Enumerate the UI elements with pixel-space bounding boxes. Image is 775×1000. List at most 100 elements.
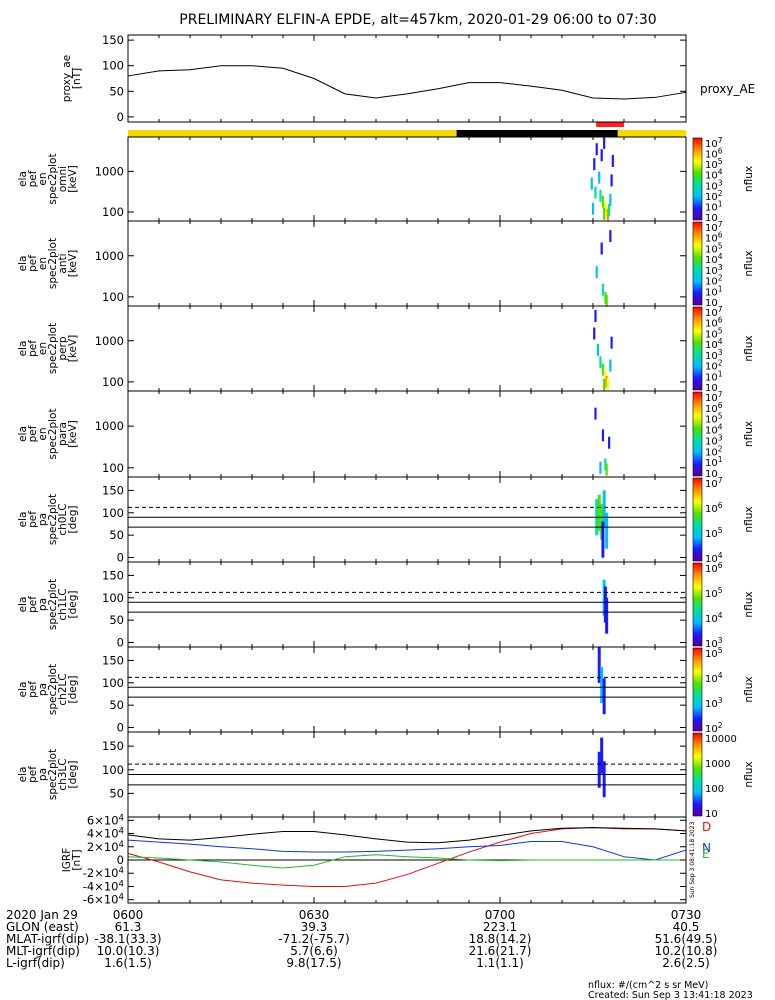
spectrogram-cell [610,336,613,349]
colorbar [692,647,703,732]
ytick-label: 100 [102,461,124,475]
colorbar-tick-label: 103 [705,263,723,277]
plot-title: PRELIMINARY ELFIN-A EPDE, alt=457km, 202… [179,12,656,28]
colorbar-tick-label: 10000 [705,734,737,745]
ylabel-text: IGRF [61,848,73,873]
legend-label: D [702,820,711,834]
side-stamp: Sun Sep 3 08:41:18 2023 [689,821,696,898]
spectrogram-cell [603,378,606,391]
spectrogram-cell [610,174,613,187]
ylabel-text: pef [27,511,39,528]
ephemeris-value: 1.6(1.5) [104,956,152,970]
ylabel-text: pa [37,513,49,526]
ephemeris-row-label: L-igrf(dip) [6,956,65,970]
colorbar-tick-label: 106 [705,501,723,515]
spectrogram-cell [600,242,603,255]
spectrogram-cell [609,230,612,243]
colorbar-tick-label: 107 [705,390,723,404]
ylabel-text: pef [27,425,39,442]
igrf-series-line [127,854,686,869]
spectrogram-cell [600,149,603,162]
colorbar-tick-label: 10 [705,298,718,309]
spectrogram-cell [605,375,608,388]
ephemeris-value: 51.6(49.5) [655,932,718,946]
spectrogram-cell [599,189,602,202]
ytick-label: 100 [102,506,124,520]
spectrogram-cell [594,186,597,199]
spectrogram-cell [608,204,611,217]
ytick-label: 100 [102,763,124,777]
ytick-label: 0 [117,721,124,735]
pitch-angle-cell [597,751,601,788]
colorbar [692,306,703,391]
ylabel-text: ela [17,597,29,613]
colorbar-tick-label: 103 [705,433,723,447]
ytick-label: 150 [102,483,124,497]
colorbar-tick-label: 106 [705,316,723,330]
ytick-label: 0 [117,110,124,124]
ylabel-text: [keV] [67,335,79,363]
ytick-label: 100 [102,375,124,389]
colorbar-label: nflux [743,421,755,447]
colorbar-tick-label: 107 [705,136,723,150]
spectrogram-cell [598,171,601,184]
ephemeris-value: 2.6(2.5) [662,956,710,970]
igrf-series-line [127,839,687,861]
pitch-angle-cell [605,512,609,549]
colorbar-tick-label: 106 [705,561,723,575]
colorbar-label: nflux [743,676,755,702]
panel-en_spec_perp: 100100010101102103104105106107nfluxelape… [17,305,755,394]
ytick-label: 50 [109,698,124,712]
ytick-label: 50 [109,613,124,627]
ylabel-text: proxy_ae [61,55,73,102]
colorbar-tick-label: 1000 [705,759,730,770]
colorbar [692,732,703,817]
spectrogram-cell [604,291,607,304]
ephemeris-value: 0600 [113,908,144,922]
pitch-angle-cell [602,490,606,527]
colorbar-label: nflux [743,591,755,617]
ylabel-text: [keV] [67,165,79,193]
ephemeris-value: 40.5 [673,920,700,934]
colorbar-tick-label: 101 [705,369,723,383]
ylabel-text: ela [17,767,29,783]
legend-label: N [702,841,711,855]
night-bar [456,130,618,137]
colorbar-tick-label: 105 [705,586,723,600]
ephemeris-value: 5.7(6.6) [290,944,338,958]
ephemeris-value: 9.8(17.5) [286,956,341,970]
ylabel-text: ela [17,512,29,528]
ylabel-text: pef [27,340,39,357]
panel-frame [127,561,687,648]
spectrogram-cell [596,343,600,356]
colorbar-tick-label: 101 [705,199,723,213]
ylabel-text: pa [37,683,49,696]
colorbar-tick-label: 102 [705,444,723,458]
pitch-angle-cell [600,737,604,774]
ylabel-text: spec2plot [47,749,59,800]
pitch-angle-cell [602,678,606,715]
spectrogram-cell [609,193,612,206]
ylabel-text: pef [27,681,39,698]
ylabel-text: pa [37,768,49,781]
ytick-label: 100 [102,676,124,690]
ylabel-text: spec2plot [47,408,59,459]
ytick-label: 1000 [95,249,124,263]
colorbar-label: nflux [743,335,755,361]
ylabel-text: spec2plot [47,323,59,374]
ytick-label: 50 [109,786,124,800]
spectrogram-cell [606,208,609,221]
science-zone-marker [596,122,624,127]
ytick-label: 50 [109,528,124,542]
spectrogram-cell [601,283,605,296]
panel-frame [127,34,687,123]
ylabel-text: [deg] [67,676,79,704]
colorbar-tick-label: 105 [705,326,723,340]
ylabel-text: ela [17,341,29,357]
ytick-label: 1000 [95,334,124,348]
spectrogram-cell [599,461,602,474]
colorbar [692,221,703,306]
spectrogram-cell [601,363,605,376]
ephemeris-value: 0630 [299,908,330,922]
